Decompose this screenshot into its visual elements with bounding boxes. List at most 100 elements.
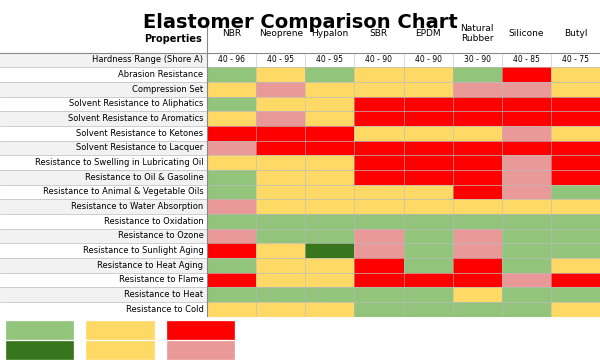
Bar bbox=[355, 67, 404, 82]
Bar bbox=[355, 185, 404, 199]
Bar bbox=[551, 214, 600, 229]
Bar bbox=[305, 126, 355, 141]
Text: 40 - 90: 40 - 90 bbox=[365, 55, 392, 64]
Bar bbox=[355, 258, 404, 273]
Bar bbox=[207, 243, 256, 258]
Bar bbox=[86, 321, 154, 339]
Bar bbox=[0, 111, 600, 126]
Bar bbox=[0, 52, 600, 67]
Bar bbox=[207, 185, 256, 199]
Bar bbox=[256, 287, 305, 302]
Text: Good: Good bbox=[109, 325, 131, 334]
Text: EPDM: EPDM bbox=[415, 29, 441, 38]
Bar bbox=[207, 67, 256, 82]
Text: Resistance to Oxidation: Resistance to Oxidation bbox=[104, 217, 203, 226]
Bar bbox=[6, 341, 73, 359]
Bar bbox=[305, 82, 355, 96]
Bar bbox=[305, 214, 355, 229]
Bar bbox=[256, 96, 305, 111]
Bar bbox=[502, 141, 551, 155]
Bar bbox=[355, 141, 404, 155]
Text: Abrasion Resistance: Abrasion Resistance bbox=[118, 70, 203, 79]
Bar bbox=[502, 67, 551, 82]
Text: Fair: Fair bbox=[193, 345, 208, 355]
Bar bbox=[551, 302, 600, 317]
Bar bbox=[207, 229, 256, 243]
Bar bbox=[452, 170, 502, 185]
Bar bbox=[404, 111, 452, 126]
Text: Resistance to Swelling in Lubricating Oil: Resistance to Swelling in Lubricating Oi… bbox=[35, 158, 203, 167]
Bar bbox=[452, 67, 502, 82]
Bar bbox=[551, 96, 600, 111]
Bar bbox=[256, 302, 305, 317]
Text: Poor: Poor bbox=[190, 325, 211, 334]
Bar bbox=[355, 302, 404, 317]
Bar bbox=[502, 199, 551, 214]
Bar bbox=[404, 185, 452, 199]
Text: 40 - 75: 40 - 75 bbox=[562, 55, 589, 64]
Bar bbox=[355, 155, 404, 170]
Text: Excellent: Excellent bbox=[20, 325, 59, 334]
Bar bbox=[0, 199, 600, 214]
Bar bbox=[404, 82, 452, 96]
Bar bbox=[355, 229, 404, 243]
Text: 40 - 95: 40 - 95 bbox=[316, 55, 343, 64]
Bar bbox=[0, 287, 600, 302]
Text: Resistance to Heat: Resistance to Heat bbox=[124, 290, 203, 299]
Bar bbox=[502, 214, 551, 229]
Bar bbox=[0, 82, 600, 96]
Bar bbox=[207, 111, 256, 126]
Bar bbox=[452, 258, 502, 273]
Bar bbox=[502, 185, 551, 199]
Bar bbox=[404, 141, 452, 155]
Bar bbox=[404, 258, 452, 273]
Text: Properties: Properties bbox=[145, 35, 202, 44]
Bar bbox=[305, 287, 355, 302]
Text: NBR: NBR bbox=[222, 29, 241, 38]
Bar bbox=[551, 199, 600, 214]
Bar bbox=[0, 229, 600, 243]
Bar bbox=[256, 273, 305, 287]
Bar bbox=[207, 287, 256, 302]
Bar bbox=[305, 96, 355, 111]
Bar bbox=[207, 126, 256, 141]
Bar bbox=[502, 229, 551, 243]
Bar bbox=[256, 67, 305, 82]
Text: Solvent Resistance to Lacquer: Solvent Resistance to Lacquer bbox=[76, 143, 203, 153]
Bar bbox=[256, 52, 305, 67]
Text: Resistance to Cold: Resistance to Cold bbox=[125, 305, 203, 314]
Text: Solvent Resistance to Ketones: Solvent Resistance to Ketones bbox=[76, 129, 203, 138]
Bar bbox=[551, 243, 600, 258]
Bar bbox=[404, 287, 452, 302]
Bar bbox=[404, 302, 452, 317]
Text: Silicone: Silicone bbox=[509, 29, 544, 38]
Bar bbox=[355, 111, 404, 126]
Bar bbox=[502, 82, 551, 96]
Bar bbox=[452, 287, 502, 302]
Bar bbox=[502, 302, 551, 317]
Bar bbox=[207, 82, 256, 96]
Bar bbox=[551, 229, 600, 243]
Bar bbox=[502, 258, 551, 273]
Bar bbox=[452, 229, 502, 243]
Bar bbox=[452, 111, 502, 126]
Bar bbox=[355, 273, 404, 287]
Bar bbox=[6, 321, 73, 339]
Bar bbox=[305, 185, 355, 199]
Text: 40 - 96: 40 - 96 bbox=[218, 55, 245, 64]
Bar bbox=[502, 170, 551, 185]
Bar bbox=[502, 96, 551, 111]
Bar bbox=[305, 111, 355, 126]
Bar bbox=[305, 141, 355, 155]
Bar bbox=[355, 199, 404, 214]
Bar bbox=[502, 126, 551, 141]
Bar bbox=[551, 141, 600, 155]
Bar bbox=[404, 155, 452, 170]
Bar bbox=[452, 273, 502, 287]
Bar bbox=[355, 243, 404, 258]
Bar bbox=[404, 67, 452, 82]
Bar bbox=[452, 126, 502, 141]
Bar bbox=[207, 258, 256, 273]
Text: Hypalon: Hypalon bbox=[311, 29, 349, 38]
Bar bbox=[256, 243, 305, 258]
